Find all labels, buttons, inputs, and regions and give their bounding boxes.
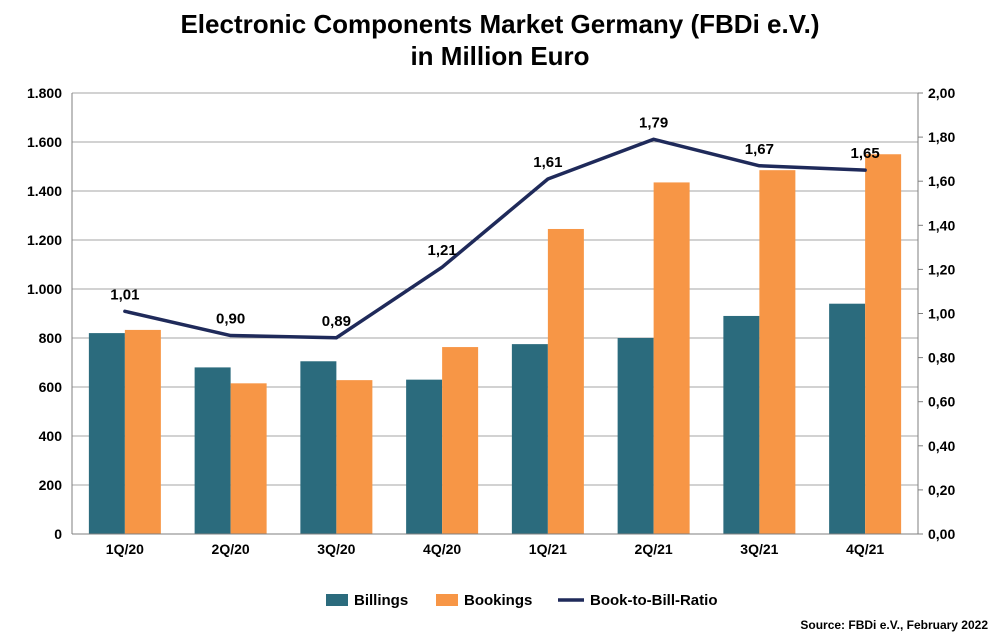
chart-title-line1: Electronic Components Market Germany (FB… <box>180 9 820 39</box>
ratio-data-label: 1,79 <box>639 114 668 131</box>
axes-layer: 0 200 400 600 800 1.000 1.200 1.400 1.600 1.800 0,… <box>27 85 956 557</box>
y-right-tick-label: 1,20 <box>928 261 955 277</box>
billings-bar <box>194 367 231 534</box>
line-layer <box>123 137 867 340</box>
bookings-bar <box>124 329 161 534</box>
bookings-bar <box>865 154 902 534</box>
labels-layer: 1,01 0,90 0,89 1,21 1,61 1,79 1,67 1,65 <box>110 114 879 329</box>
x-tick-label: 1Q/20 <box>106 541 144 557</box>
y-right-tick-label: 1,60 <box>928 173 955 189</box>
billings-bar <box>723 315 760 534</box>
y-left-tick-label: 1.200 <box>27 232 62 248</box>
y-left-tick-label: 0 <box>54 526 62 542</box>
y-left-tick-label: 1.800 <box>27 85 62 101</box>
y-right-tick-label: 0,40 <box>928 438 955 454</box>
bookings-bar <box>547 228 584 534</box>
y-right-tick-label: 0,20 <box>928 482 955 498</box>
y-left-tick-label: 1.600 <box>27 134 62 150</box>
bookings-bar <box>759 170 796 535</box>
y-right-tick-label: 2,00 <box>928 85 955 101</box>
legend-swatch <box>436 594 458 606</box>
ratio-data-label: 1,67 <box>745 141 774 158</box>
y-left-tick-label: 400 <box>39 428 63 444</box>
y-left-tick-label: 600 <box>39 379 63 395</box>
bars-layer <box>88 154 902 535</box>
bookings-bar <box>230 383 267 534</box>
y-right-tick-label: 1,00 <box>928 306 955 322</box>
x-tick-label: 2Q/20 <box>212 541 250 557</box>
y-left-tick-label: 1.400 <box>27 183 62 199</box>
legend-label: Bookings <box>464 592 532 609</box>
billings-bar <box>300 361 337 534</box>
y-right-tick-label: 0,80 <box>928 350 955 366</box>
ratio-data-label: 1,21 <box>428 242 457 259</box>
x-tick-label: 3Q/21 <box>740 541 778 557</box>
bookings-bar <box>442 347 479 534</box>
legend-layer: Billings Bookings Book-to-Bill-Ratio <box>326 592 717 609</box>
y-left-tick-label: 800 <box>39 330 63 346</box>
y-right-tick-label: 0,00 <box>928 526 955 542</box>
x-tick-label: 1Q/21 <box>529 541 567 557</box>
legend-label: Billings <box>354 592 408 609</box>
y-left-tick-label: 1.000 <box>27 281 62 297</box>
bookings-bar <box>336 380 373 534</box>
x-tick-label: 2Q/21 <box>635 541 673 557</box>
bookings-bar <box>653 182 690 535</box>
ratio-data-label: 1,61 <box>533 154 562 171</box>
ratio-data-label: 1,65 <box>851 145 880 162</box>
chart-title: Electronic Components Market Germany (FB… <box>0 8 1000 72</box>
x-tick-label: 4Q/21 <box>846 541 884 557</box>
y-left-tick-label: 200 <box>39 477 63 493</box>
legend-swatch <box>326 594 348 606</box>
x-tick-label: 3Q/20 <box>317 541 355 557</box>
source-note: Source: FBDi e.V., February 2022 <box>800 618 988 632</box>
billings-bar <box>406 379 443 534</box>
y-right-tick-label: 1,40 <box>928 217 955 233</box>
ratio-data-label: 1,01 <box>110 286 139 303</box>
billings-bar <box>617 338 654 534</box>
chart-subtitle: in Million Euro <box>410 41 590 71</box>
billings-bar <box>88 333 125 534</box>
legend-label: Book-to-Bill-Ratio <box>590 592 717 609</box>
x-tick-label: 4Q/20 <box>423 541 461 557</box>
ratio-data-label: 0,90 <box>216 311 245 328</box>
y-right-tick-label: 1,80 <box>928 129 955 145</box>
billings-bar <box>829 303 866 534</box>
y-right-tick-label: 0,60 <box>928 394 955 410</box>
ratio-data-label: 0,89 <box>322 313 351 330</box>
billings-bar <box>511 344 548 534</box>
book-to-bill-line <box>123 137 867 340</box>
